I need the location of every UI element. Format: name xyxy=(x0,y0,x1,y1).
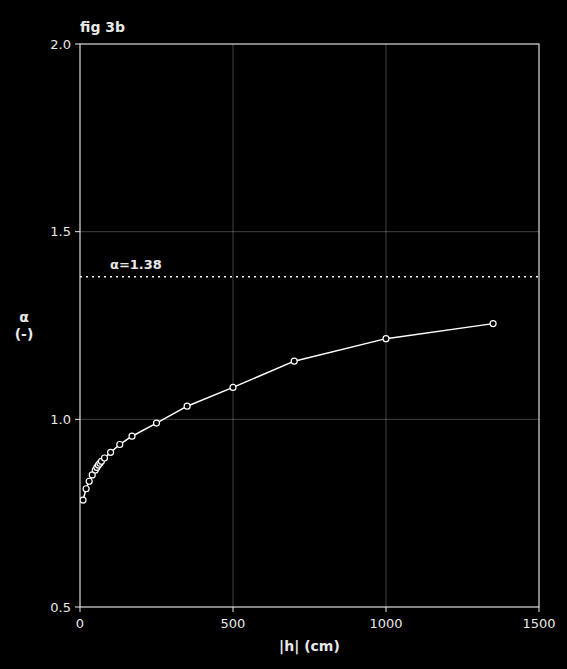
tick-label: 1.5 xyxy=(50,224,71,239)
annotation: α=1.38 xyxy=(110,257,162,272)
data-point xyxy=(383,336,389,342)
tick-label: 2.0 xyxy=(50,37,71,52)
tick xyxy=(539,607,540,612)
data-point xyxy=(80,497,86,503)
data-point xyxy=(129,433,135,439)
tick xyxy=(75,231,80,232)
tick xyxy=(75,607,80,608)
tick xyxy=(233,607,234,612)
data-point xyxy=(117,441,123,447)
data-point xyxy=(490,321,496,327)
tick-label: 500 xyxy=(221,616,246,631)
background xyxy=(0,0,567,669)
reference-line xyxy=(80,276,539,278)
tick xyxy=(75,44,80,45)
axes: 0 500 1000 1500 0.5 1.0 1.5 2.0 xyxy=(50,37,555,632)
data-point xyxy=(291,358,297,364)
data-point xyxy=(230,384,236,390)
grid-line xyxy=(233,44,234,607)
data-point xyxy=(101,455,107,461)
data-line xyxy=(83,324,493,500)
tick xyxy=(386,607,387,612)
data-point xyxy=(86,478,92,484)
tick-label: 1500 xyxy=(522,616,555,631)
data-point xyxy=(154,420,160,426)
grid-line xyxy=(386,44,387,607)
tick xyxy=(80,607,81,612)
tick-label: 0 xyxy=(76,616,84,631)
data-point xyxy=(108,449,114,455)
title: fig 3b xyxy=(80,19,125,35)
plot-frame xyxy=(80,44,539,607)
tick-label: 1000 xyxy=(369,616,402,631)
chart: 0 500 1000 1500 0.5 1.0 1.5 2.0 α=1.38 fig 3b |h| … xyxy=(0,0,567,669)
axis-label: |h| (cm) xyxy=(279,638,340,655)
axis-label: α(-) xyxy=(15,309,34,342)
plot-area xyxy=(80,277,539,503)
tick-label: 0.5 xyxy=(50,600,71,615)
tick xyxy=(75,419,80,420)
data-point xyxy=(83,486,89,492)
tick-label: 1.0 xyxy=(50,412,71,427)
grid-line xyxy=(80,231,539,232)
grid-line xyxy=(80,419,539,420)
data-point xyxy=(184,403,190,409)
